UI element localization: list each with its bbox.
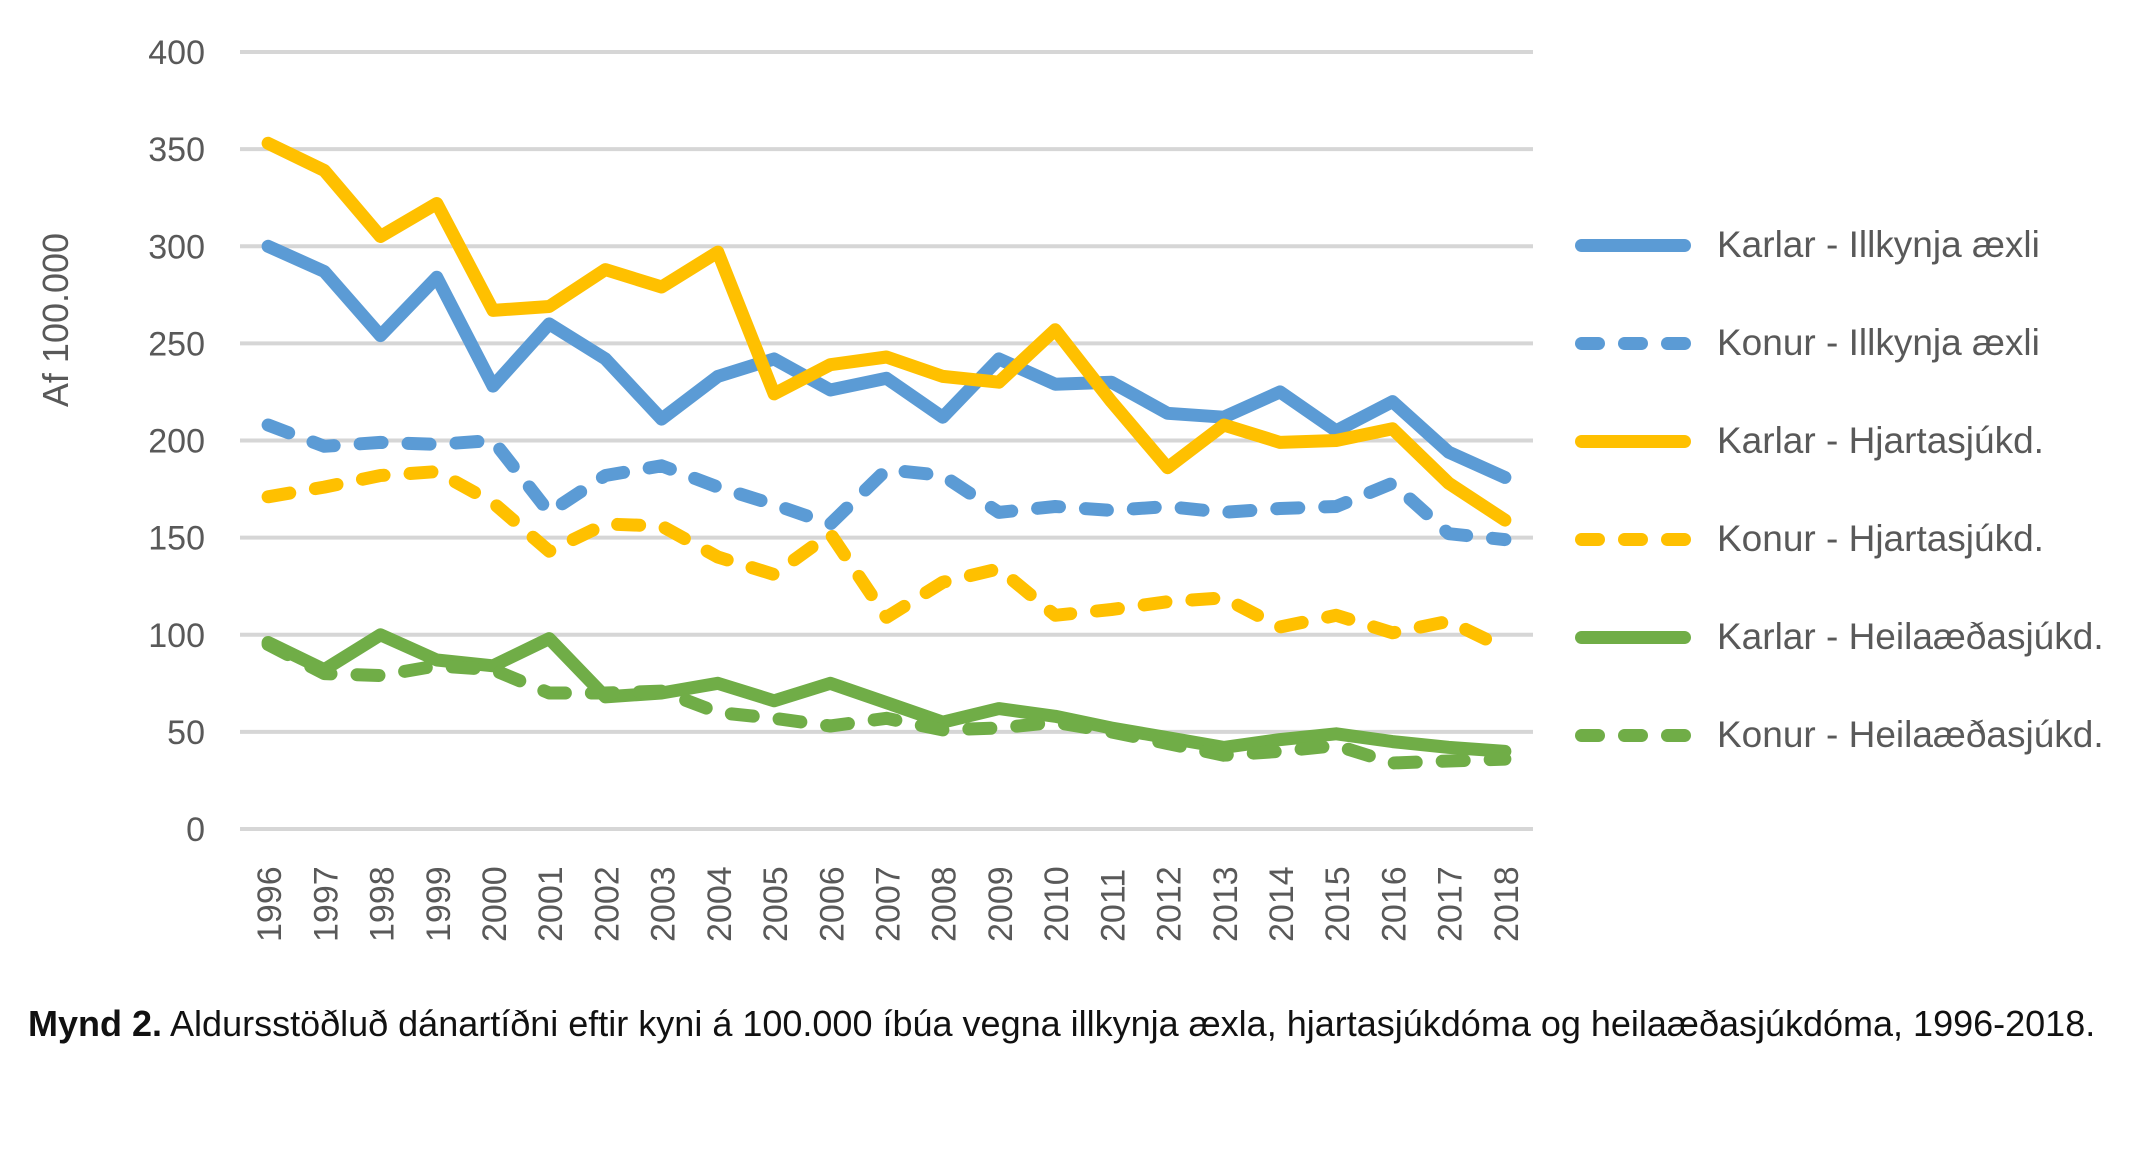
caption-text: Aldursstöðluð dánartíðni eftir kyni á 10… — [162, 1003, 2096, 1044]
x-tick-label: 2018 — [1488, 866, 1526, 942]
x-tick-label: 2017 — [1432, 866, 1470, 942]
series-line — [261, 239, 1512, 484]
figure-caption: Mynd 2. Aldursstöðluð dánartíðni eftir k… — [28, 1000, 2110, 1048]
series-line — [261, 465, 1512, 655]
x-tick-label: 1999 — [420, 866, 458, 942]
legend-label: Karlar - Heilaæðasjúkd. — [1717, 616, 2104, 657]
legend-dash-segment — [1661, 532, 1691, 546]
x-tick-label: 1997 — [307, 866, 345, 942]
x-tick-label: 2002 — [588, 866, 626, 942]
caption-label: Mynd 2. — [28, 1003, 163, 1044]
x-tick-label: 1996 — [251, 866, 289, 942]
series-line — [261, 136, 1512, 527]
series-line — [261, 418, 1512, 547]
legend-label: Karlar - Illkynja æxli — [1717, 224, 2040, 265]
y-tick-label: 300 — [148, 228, 205, 266]
legend-item: Karlar - Heilaæðasjúkd. — [1575, 588, 2104, 686]
y-axis-title: Af 100.000 — [35, 233, 76, 407]
x-tick-label: 2007 — [870, 866, 908, 942]
legend-item: Konur - Illkynja æxli — [1575, 294, 2104, 392]
y-tick-label: 400 — [148, 34, 205, 72]
x-tick-label: 2004 — [701, 866, 739, 942]
legend-solid-line-sample — [1575, 238, 1691, 252]
x-axis-tick-labels: 1996 1997 1998 1999 2000 2001 2002 2003 2004 2005… — [251, 866, 1526, 942]
x-tick-label: 1998 — [364, 866, 402, 942]
legend-dashed-line-sample — [1575, 728, 1691, 742]
legend-label: Karlar - Hjartasjúkd. — [1717, 420, 2044, 461]
legend-dash-segment — [1575, 532, 1605, 546]
legend-item: Konur - Hjartasjúkd. — [1575, 490, 2104, 588]
x-tick-label: 2012 — [1151, 866, 1189, 942]
legend-item: Konur - Heilaæðasjúkd. — [1575, 686, 2104, 784]
legend-dashed-line-sample — [1575, 336, 1691, 350]
x-tick-label: 2008 — [926, 866, 964, 942]
legend-solid-line-sample — [1575, 630, 1691, 644]
legend-item: Karlar - Illkynja æxli — [1575, 196, 2104, 294]
x-tick-label: 2006 — [813, 866, 851, 942]
legend-dashed-line-sample — [1575, 532, 1691, 546]
legend-dash-segment — [1575, 336, 1605, 350]
y-tick-label: 0 — [186, 811, 205, 849]
legend-dash-segment — [1661, 336, 1691, 350]
y-tick-label: 350 — [148, 131, 205, 169]
x-tick-label: 2003 — [645, 866, 683, 942]
x-tick-label: 2000 — [476, 866, 514, 942]
legend-item: Karlar - Hjartasjúkd. — [1575, 392, 2104, 490]
y-axis-tick-labels: 0 50 100 150 200 250 300 350 400 — [148, 34, 205, 849]
x-tick-label: 2014 — [1263, 866, 1301, 942]
x-tick-label: 2015 — [1319, 866, 1357, 942]
x-tick-label: 2013 — [1207, 866, 1245, 942]
legend-label: Konur - Hjartasjúkd. — [1717, 518, 2044, 559]
y-tick-label: 150 — [148, 520, 205, 558]
chart-legend: Karlar - Illkynja æxli Konur - Illkynja æ… — [1575, 196, 2104, 784]
legend-label: Konur - Heilaæðasjúkd. — [1717, 714, 2104, 755]
x-tick-label: 2009 — [982, 866, 1020, 942]
legend-solid-line-sample — [1575, 434, 1691, 448]
x-tick-label: 2001 — [532, 866, 570, 942]
legend-dash-segment — [1575, 728, 1605, 742]
legend-dash-segment — [1618, 532, 1648, 546]
y-tick-label: 100 — [148, 617, 205, 655]
x-tick-label: 2016 — [1375, 866, 1413, 942]
y-tick-label: 50 — [167, 714, 205, 752]
series-layer — [261, 136, 1512, 770]
legend-dash-segment — [1618, 728, 1648, 742]
legend-dash-segment — [1661, 728, 1691, 742]
y-tick-label: 200 — [148, 423, 205, 461]
x-tick-label: 2010 — [1038, 866, 1076, 942]
x-tick-label: 2011 — [1094, 869, 1132, 942]
y-tick-label: 250 — [148, 325, 205, 363]
legend-label: Konur - Illkynja æxli — [1717, 322, 2040, 363]
series-line — [261, 638, 1512, 770]
legend-dash-segment — [1618, 336, 1648, 350]
x-tick-label: 2005 — [757, 866, 795, 942]
